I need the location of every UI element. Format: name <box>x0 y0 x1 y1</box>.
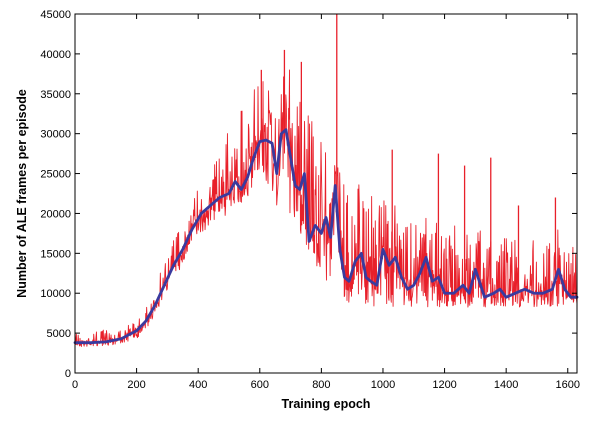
y-tick-label: 10000 <box>40 288 71 300</box>
x-axis-title: Training epoch <box>282 397 371 411</box>
x-tick-label: 800 <box>312 379 330 391</box>
y-tick-label: 35000 <box>40 89 71 101</box>
y-tick-label: 0 <box>65 368 71 380</box>
plot-frame <box>74 13 578 374</box>
smoothed-series-line <box>73 128 579 345</box>
raw-series-line <box>74 69 578 347</box>
raw-series <box>74 14 578 347</box>
x-tick-label: 200 <box>127 379 145 391</box>
x-axis: 0 200 400 600 800 1000 1200 1400 1600 <box>72 14 580 391</box>
x-tick-label: 400 <box>189 379 207 391</box>
x-tick-label: 600 <box>251 379 269 391</box>
y-axis-title: Number of ALE frames per episode <box>15 89 29 298</box>
y-tick-label: 30000 <box>40 129 71 141</box>
x-tick-label: 1200 <box>432 379 456 391</box>
x-tick-label: 1400 <box>494 379 518 391</box>
y-axis: 0 5000 10000 15000 20000 25000 30000 35000 40000… <box>40 9 577 380</box>
x-tick-label: 0 <box>72 379 78 391</box>
x-tick-label: 1600 <box>556 379 580 391</box>
y-tick-label: 15000 <box>40 248 71 260</box>
x-tick-label: 1000 <box>371 379 395 391</box>
y-tick-label: 5000 <box>47 328 71 340</box>
smoothed-series <box>73 128 579 345</box>
y-tick-label: 20000 <box>40 208 71 220</box>
y-tick-label: 40000 <box>40 49 71 61</box>
y-tick-label: 25000 <box>40 169 71 181</box>
y-tick-label: 45000 <box>40 9 71 21</box>
